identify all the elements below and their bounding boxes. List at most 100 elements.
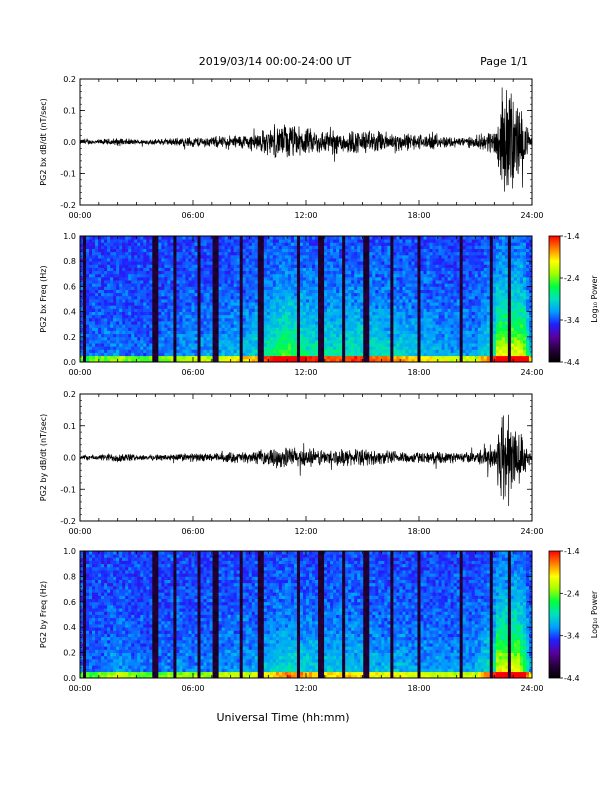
spectrogram-cell — [161, 358, 165, 363]
spectrogram-cell — [212, 273, 216, 278]
spectrogram-cell — [287, 286, 292, 290]
spectrogram-cell — [230, 261, 235, 265]
spectrogram-cell — [330, 346, 334, 350]
spectrogram-cell — [134, 248, 138, 253]
spectrogram-cell — [278, 346, 283, 350]
spectrogram-cell — [381, 251, 385, 256]
spectrogram-cell — [327, 327, 331, 331]
spectrogram-cell — [426, 343, 430, 347]
spectrogram-cell — [381, 358, 385, 363]
spectrogram-cell — [342, 314, 346, 319]
spectrogram-cell — [143, 330, 147, 335]
spectrogram-cell — [92, 314, 96, 319]
spectrogram-cell — [179, 239, 183, 243]
spectrogram-cell — [423, 324, 427, 328]
spectrogram-cell — [167, 248, 171, 253]
spectrogram-cell — [402, 346, 406, 350]
spectrogram-cell — [284, 305, 289, 309]
spectrogram-cell — [116, 314, 120, 319]
spectrogram-cell — [414, 355, 418, 360]
spectrogram-cell — [173, 299, 177, 303]
spectrogram-cell — [287, 276, 292, 281]
spectrogram-cell — [182, 349, 186, 353]
spectrogram-cell — [299, 245, 304, 249]
spectrogram-cell — [351, 236, 355, 240]
spectrogram-cell — [327, 314, 331, 319]
spectrogram-cell — [158, 343, 162, 347]
spectrogram-cell — [197, 336, 201, 341]
spectrogram-cell — [302, 327, 307, 331]
spectrogram-cell — [152, 264, 156, 268]
spectrogram-cell — [119, 314, 123, 319]
spectrogram-cell — [378, 267, 382, 272]
spectrogram-cell — [86, 251, 90, 256]
spectrogram-cell — [254, 245, 259, 249]
spectrogram-cell — [95, 336, 99, 341]
spectrogram-cell — [161, 308, 165, 312]
spectrogram-cell — [441, 236, 446, 240]
spectrogram-cell — [272, 358, 277, 363]
spectrogram-cell — [170, 236, 174, 240]
spectrogram-cell — [140, 321, 144, 325]
spectrogram-cell — [137, 302, 141, 306]
spectrogram-cell — [203, 286, 207, 290]
spectrogram-cell — [143, 336, 147, 341]
spectrogram-cell — [296, 276, 301, 281]
spectrogram-cell — [209, 305, 213, 309]
spectrogram-cell — [342, 339, 346, 344]
spectrogram-cell — [155, 236, 159, 240]
spectrogram-cell — [104, 270, 108, 275]
spectrogram-cell — [179, 245, 183, 249]
spectrogram-cell — [203, 333, 207, 338]
spectrogram-cell — [104, 261, 108, 265]
spectrogram-cell — [360, 242, 364, 246]
spectrogram-cell — [161, 305, 165, 309]
spectrogram-cell — [324, 239, 328, 243]
spectrogram-cell — [230, 324, 235, 328]
spectrogram-cell — [110, 258, 114, 262]
spectrogram-cell — [146, 358, 150, 363]
spectrogram-cell — [134, 327, 138, 331]
spectrogram-cell — [224, 352, 229, 357]
spectrogram-cell — [257, 302, 262, 306]
spectrogram-cell — [324, 302, 328, 306]
spectrogram-cell — [164, 286, 168, 290]
spectrogram-cell — [257, 308, 262, 312]
spectrogram-cell — [393, 336, 397, 341]
spectrogram-cell — [221, 336, 226, 341]
spectrogram-cell — [321, 283, 325, 287]
spectrogram-cell — [321, 299, 325, 303]
spectrogram-cell — [254, 258, 259, 262]
spectrogram-cell — [275, 283, 280, 287]
spectrogram-cell — [185, 248, 189, 253]
spectrogram-cell — [441, 343, 446, 347]
spectrogram-cell — [197, 314, 201, 319]
spectrogram-cell — [354, 239, 358, 243]
spectrogram-cell — [327, 276, 331, 281]
spectrogram-cell — [306, 261, 310, 265]
spectrogram-cell — [429, 270, 433, 275]
spectrogram-cell — [233, 333, 238, 338]
spectrogram-cell — [149, 327, 153, 331]
spectrogram-cell — [408, 299, 412, 303]
spectrogram-cell — [354, 305, 358, 309]
spectrogram-cell — [399, 239, 403, 243]
spectrogram-cell — [185, 343, 189, 347]
spectrogram-cell — [206, 283, 210, 287]
spectrogram-cell — [227, 321, 232, 325]
spectrogram-cell — [95, 339, 99, 344]
spectrogram-cell — [360, 343, 364, 347]
spectrogram-cell — [233, 305, 238, 309]
spectrogram-cell — [242, 280, 247, 284]
spectrogram-cell — [176, 314, 180, 319]
spectrogram-cell — [125, 286, 129, 290]
spectrogram-cell — [227, 289, 232, 294]
spectrogram-cell — [131, 289, 135, 294]
spectrogram-cell — [357, 292, 361, 297]
spectrogram-cell — [197, 308, 201, 312]
spectrogram-cell — [182, 314, 186, 319]
spectrogram-cell — [215, 289, 220, 294]
spectrogram-cell — [155, 286, 159, 290]
spectrogram-cell — [417, 276, 421, 281]
spectrogram-cell — [342, 283, 346, 287]
